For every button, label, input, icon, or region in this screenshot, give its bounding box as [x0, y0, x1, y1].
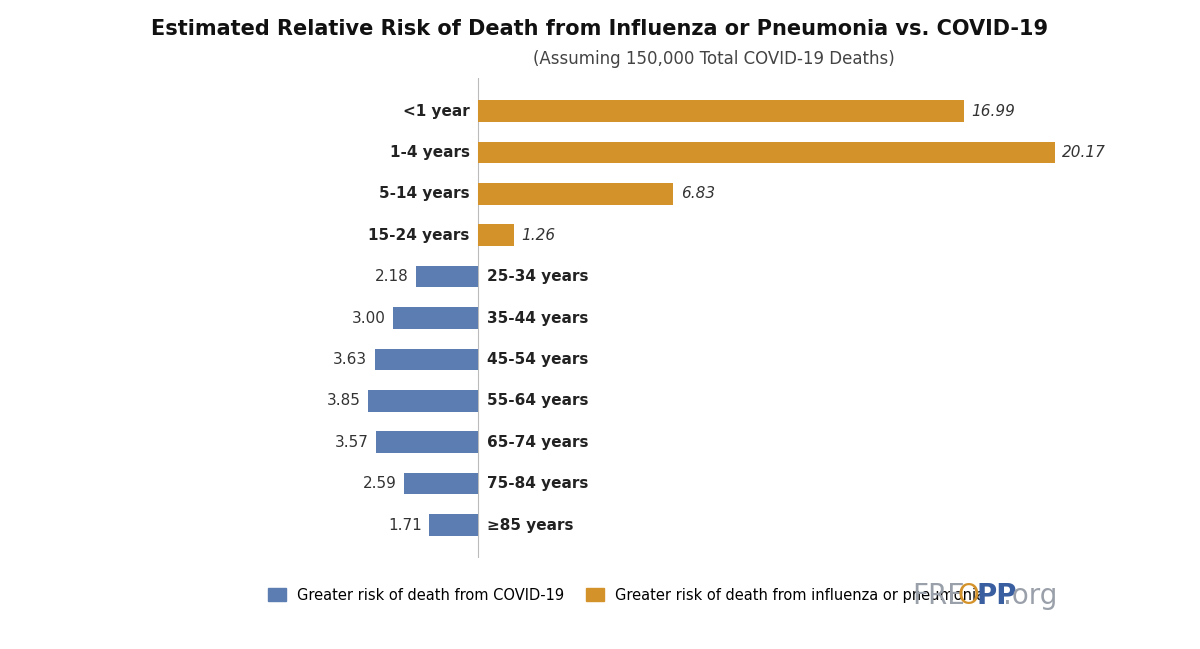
Text: 35-44 years: 35-44 years [487, 310, 588, 326]
Text: <1 year: <1 year [403, 103, 469, 119]
Bar [479, 141, 1055, 163]
Text: 1-4 years: 1-4 years [390, 145, 469, 160]
Text: 3.57: 3.57 [335, 435, 370, 450]
Text: 6.83: 6.83 [680, 186, 715, 201]
Bar [479, 183, 673, 204]
Text: 3.63: 3.63 [334, 352, 367, 367]
Text: 1.71: 1.71 [389, 517, 422, 533]
Text: PP: PP [977, 582, 1018, 610]
Text: Estimated Relative Risk of Death from Influenza or Pneumonia vs. COVID-19: Estimated Relative Risk of Death from In… [151, 19, 1049, 40]
Text: 75-84 years: 75-84 years [487, 476, 588, 491]
Text: O: O [958, 582, 979, 610]
Legend: Greater risk of death from COVID-19, Greater risk of death from influenza or pne: Greater risk of death from COVID-19, Gre… [263, 582, 991, 609]
Bar [404, 473, 479, 495]
Bar [416, 266, 479, 288]
Text: 3.85: 3.85 [328, 393, 361, 408]
Bar [479, 100, 964, 122]
Text: 20.17: 20.17 [1062, 145, 1105, 160]
Text: 2.59: 2.59 [364, 476, 397, 491]
Bar [374, 349, 479, 370]
Text: 15-24 years: 15-24 years [368, 228, 469, 243]
Text: ≥85 years: ≥85 years [487, 517, 574, 533]
Text: 25-34 years: 25-34 years [487, 269, 588, 284]
Text: 45-54 years: 45-54 years [487, 352, 588, 367]
Text: FRE: FRE [912, 582, 965, 610]
Text: .org: .org [1003, 582, 1057, 610]
Title: (Assuming 150,000 Total COVID-19 Deaths): (Assuming 150,000 Total COVID-19 Deaths) [533, 50, 895, 68]
Text: 3.00: 3.00 [352, 310, 385, 326]
Text: 55-64 years: 55-64 years [487, 393, 588, 408]
Bar [430, 514, 479, 536]
Text: 65-74 years: 65-74 years [487, 435, 588, 450]
Bar [377, 432, 479, 453]
Bar [368, 390, 479, 411]
Text: 5-14 years: 5-14 years [379, 186, 469, 201]
Bar [479, 225, 515, 246]
Text: 1.26: 1.26 [522, 228, 556, 243]
Bar [392, 307, 479, 329]
Text: 2.18: 2.18 [376, 269, 409, 284]
Text: 16.99: 16.99 [971, 103, 1015, 119]
